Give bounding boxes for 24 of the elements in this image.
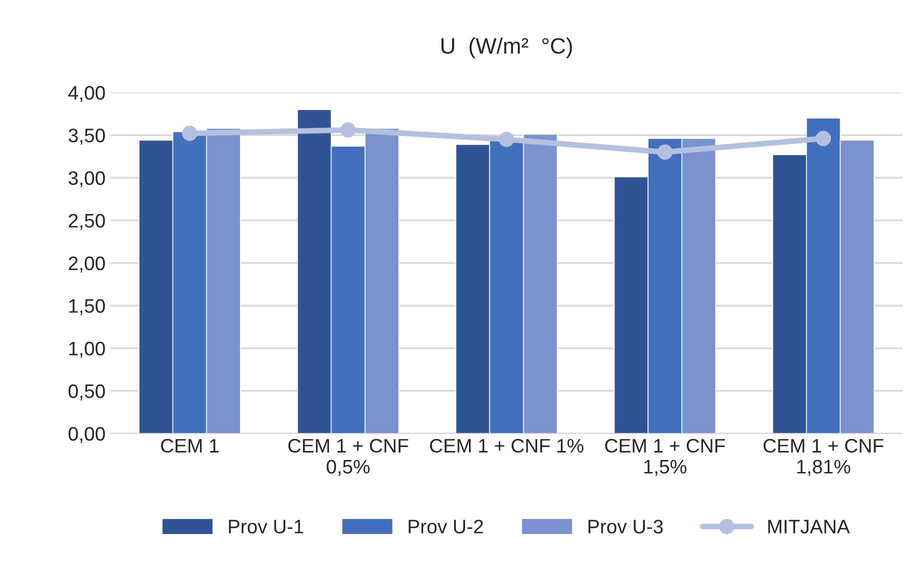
y-tick-label: 1,50 <box>69 299 105 316</box>
point <box>816 130 832 146</box>
x-tick-label: CEM 1 <box>161 438 218 453</box>
x-tick-label: CEM 1 + CNF 1,5% <box>605 438 725 476</box>
y-tick-label: 0,00 <box>68 426 105 444</box>
legend-label: Prov U-1 <box>228 520 304 534</box>
y-tick-label: 4,00 <box>68 86 105 102</box>
point <box>340 122 356 138</box>
point <box>657 144 673 160</box>
chart-title: U (W/m² °C) <box>442 37 572 58</box>
legend-label: MITJANA <box>768 520 850 534</box>
legend-label: Prov U-3 <box>588 520 663 534</box>
y-tick-label: 1,00 <box>69 342 105 358</box>
legend-label: Prov U-2 <box>408 520 483 534</box>
point <box>498 132 514 148</box>
y-tick-label: 3,00 <box>68 171 105 188</box>
y-tick-label: 2,50 <box>68 214 105 230</box>
x-tick-label: CEM 1 + CNF 1% <box>430 438 584 453</box>
point <box>182 126 198 142</box>
y-tick-label: 3,50 <box>68 128 105 145</box>
x-tick-label: CEM 1 + CNF 0,5% <box>288 438 408 476</box>
y-tick-label: 0,50 <box>68 384 105 400</box>
y-tick-label: 2,00 <box>68 256 105 273</box>
x-tick-label: CEM 1 + CNF 1,81% <box>764 438 884 476</box>
